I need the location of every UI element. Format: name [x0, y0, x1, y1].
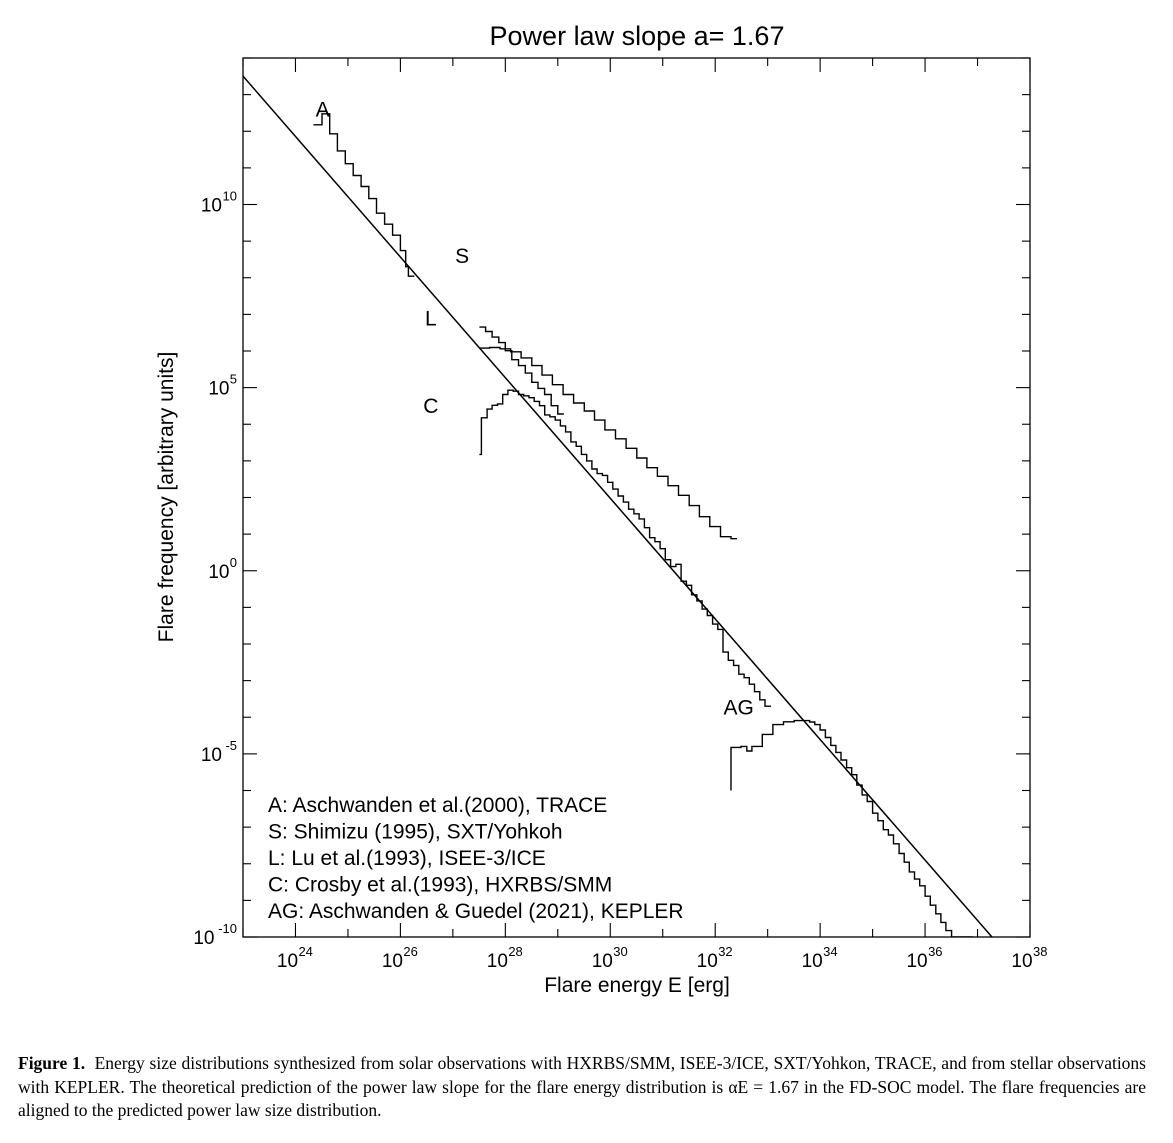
legend-entry-s: S: Shimizu (1995), SXT/Yohkoh [268, 821, 563, 844]
y-tick-label: 10 [208, 562, 229, 583]
x-tick-labels: 10 24 10 26 10 28 10 30 10 32 10 34 10 36 10 38 [277, 944, 1048, 972]
y-tick-label: 10 [208, 379, 229, 400]
legend-entry-ag: AG: Aschwanden & Guedel (2021), KEPLER [268, 900, 684, 923]
chart-title: Power law slope a= 1.67 [490, 21, 785, 51]
legend-entry-c: C: Crosby et al.(1993), HXRBS/SMM [268, 874, 612, 897]
x-tick-label: 10 [697, 951, 718, 972]
series-ag-histogram [730, 719, 973, 937]
power-law-line [243, 75, 993, 937]
x-tick-label: 10 [1011, 951, 1032, 972]
x-tick-label: 10 [487, 951, 508, 972]
power-law-chart: Power law slope a= 1.67 Flare energy E [… [155, 21, 1048, 997]
x-tick-exponent: 38 [1033, 944, 1047, 959]
x-tick-exponent: 26 [403, 944, 417, 959]
series-l-histogram [479, 346, 737, 540]
figure-caption: Figure 1. Energy size distributions synt… [18, 1052, 1146, 1123]
y-tick-label: 10 [193, 928, 214, 949]
series-label-s: S [455, 245, 469, 268]
legend: A: Aschwanden et al.(2000), TRACE S: Shim… [268, 794, 684, 923]
y-tick-exponent: 10 [223, 189, 237, 204]
axis-ticks [242, 57, 1031, 938]
x-tick-exponent: 32 [718, 944, 732, 959]
x-tick-label: 10 [277, 951, 298, 972]
series-label-ag: AG [723, 696, 753, 719]
y-axis-label: Flare frequency [arbitrary units] [155, 352, 178, 643]
y-tick-exponent: -5 [225, 738, 237, 753]
data-series [243, 75, 993, 937]
series-labels: A S L C AG [316, 99, 754, 720]
caption-label: Figure 1. [18, 1053, 86, 1073]
x-tick-label: 10 [906, 951, 927, 972]
legend-entry-a: A: Aschwanden et al.(2000), TRACE [268, 794, 607, 817]
legend-entry-l: L: Lu et al.(1993), ISEE-3/ICE [268, 847, 546, 870]
x-tick-exponent: 24 [298, 944, 312, 959]
caption-text: Energy size distributions synthesized fr… [18, 1053, 1146, 1120]
x-tick-label: 10 [592, 951, 613, 972]
x-tick-exponent: 34 [823, 944, 837, 959]
x-tick-exponent: 30 [613, 944, 627, 959]
y-tick-exponent: 0 [230, 555, 237, 570]
series-label-c: C [423, 395, 438, 418]
x-tick-label: 10 [802, 951, 823, 972]
x-tick-exponent: 28 [508, 944, 522, 959]
y-tick-label: 10 [201, 745, 222, 766]
series-label-l: L [425, 307, 437, 330]
y-tick-exponent: 5 [230, 372, 237, 387]
y-tick-label: 10 [201, 196, 222, 217]
series-a-histogram [313, 113, 415, 277]
x-tick-exponent: 36 [928, 944, 942, 959]
series-label-a: A [316, 99, 330, 122]
x-axis-label: Flare energy E [erg] [544, 974, 730, 997]
y-tick-exponent: -10 [218, 921, 237, 936]
series-c-histogram [479, 389, 771, 707]
x-tick-label: 10 [382, 951, 403, 972]
series-s-histogram [479, 326, 564, 415]
